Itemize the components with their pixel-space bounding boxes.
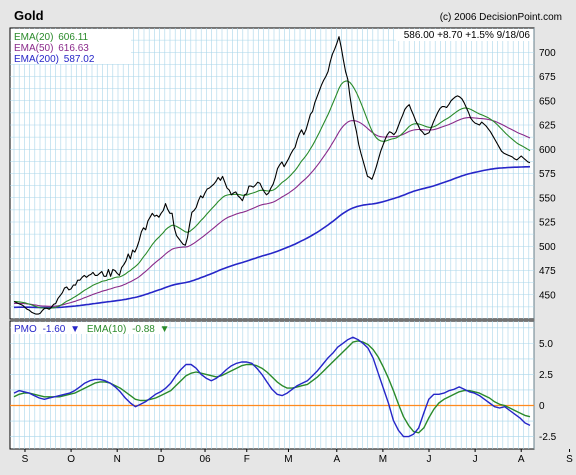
chart-title: Gold <box>14 8 44 23</box>
x-tick-label: O <box>67 454 75 465</box>
pmo-grid <box>10 321 535 449</box>
pmo-y-tick-label: 2.5 <box>539 370 553 381</box>
quote-change: +8.70 <box>437 30 463 41</box>
series-line-ema20 <box>13 80 531 309</box>
pmo-label: PMO <box>14 324 37 335</box>
quote-pct: +1.5% <box>465 30 494 41</box>
x-axis: S O N D 06 F M A M J J A S <box>22 449 573 465</box>
pmo-y-tick-label: -2.5 <box>539 432 557 443</box>
x-tick-label: M <box>379 454 387 465</box>
quote-last: 586.00 <box>404 30 435 41</box>
price-y-tick-label: 550 <box>539 193 556 204</box>
x-tick-label: A <box>518 454 525 465</box>
pmo-value: -1.60 <box>43 324 66 335</box>
pmo-y-tick-label: 0 <box>539 401 545 412</box>
price-y-tick-label: 500 <box>539 242 556 253</box>
legend-bg <box>11 29 131 64</box>
ema20-value: 606.11 <box>58 32 88 43</box>
price-y-tick-label: 575 <box>539 169 556 180</box>
price-y-tick-label: 525 <box>539 218 556 229</box>
pmo-series-line-pmo <box>13 336 531 438</box>
ema20-label: EMA(20) <box>14 32 53 43</box>
series-line-ema200 <box>14 165 531 309</box>
series-line-ema50 <box>14 117 531 307</box>
x-tick-label: D <box>157 454 164 465</box>
pmo-legend: PMO -1.60 ▼ EMA(10) -0.88 ▼ <box>14 324 170 335</box>
x-tick-label: 06 <box>199 454 211 465</box>
pmo-legend-bg <box>11 322 161 334</box>
ema50-label: EMA(50) <box>14 43 53 54</box>
x-tick-label: F <box>244 454 250 465</box>
pmo-arrow-down-icon: ▼ <box>70 324 80 335</box>
price-y-tick-label: 475 <box>539 266 556 277</box>
pmo-ema-value: -0.88 <box>132 324 155 335</box>
series-line-gold <box>13 36 531 315</box>
pmo-panel-bg <box>9 320 535 450</box>
price-y-axis: 450 475 500 525 550 575 600 625 650 675 700 <box>539 48 556 302</box>
price-grid <box>10 28 535 319</box>
quote-bg <box>396 29 533 41</box>
x-tick-label: N <box>114 454 121 465</box>
quote-date: 9/18/06 <box>497 30 531 41</box>
ema200-label: EMA(200) <box>14 54 59 65</box>
pmo-y-tick-label: 5.0 <box>539 339 553 350</box>
credit-text: (c) 2006 DecisionPoint.com <box>440 12 562 23</box>
ema50-legend: EMA(50) 616.63 <box>14 43 89 54</box>
x-tick-label: S <box>22 454 29 465</box>
price-y-tick-label: 600 <box>539 145 556 156</box>
ema200-legend: EMA(200) 587.02 <box>14 54 95 65</box>
price-y-tick-label: 700 <box>539 48 556 59</box>
ema50-value: 616.63 <box>58 43 89 54</box>
pmo-y-axis: -2.5 0 2.5 5.0 <box>539 339 557 443</box>
x-tick-label: S <box>566 454 573 465</box>
quote-line: 586.00 +8.70 +1.5% 9/18/06 <box>404 30 531 41</box>
pmo-ema-label: EMA(10) <box>87 324 126 335</box>
price-y-tick-label: 450 <box>539 290 556 301</box>
price-y-tick-label: 625 <box>539 121 556 132</box>
x-tick-label: M <box>284 454 292 465</box>
x-tick-label: J <box>426 454 431 465</box>
pmo-ema-arrow-down-icon: ▼ <box>160 324 170 335</box>
ema20-legend: EMA(20) 606.11 <box>14 32 89 43</box>
price-y-tick-label: 675 <box>539 72 556 83</box>
price-lines <box>13 36 531 315</box>
price-y-tick-label: 650 <box>539 96 556 107</box>
x-tick-label: A <box>333 454 340 465</box>
pmo-series-line-ema10 <box>13 340 531 434</box>
ema200-value: 587.02 <box>64 54 95 65</box>
x-tick-label: J <box>473 454 478 465</box>
pmo-lines <box>10 336 534 438</box>
